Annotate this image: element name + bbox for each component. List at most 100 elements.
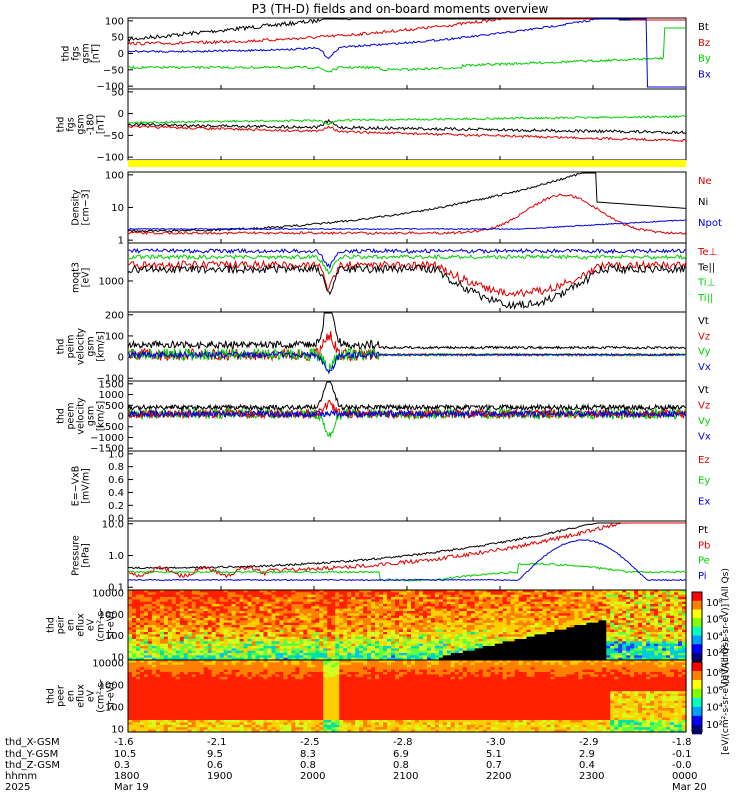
- spectrogram-cell: [279, 604, 285, 607]
- spectrogram-cell: [187, 627, 193, 631]
- spectrogram-cell: [526, 648, 532, 652]
- spectrogram-cell: [191, 639, 197, 642]
- spectrogram-cell: [606, 646, 611, 649]
- spectrogram-cell: [383, 592, 388, 596]
- spectrogram-cell: [502, 632, 508, 635]
- spectrogram-cell: [438, 604, 444, 607]
- spectrogram-cell: [534, 597, 540, 600]
- spectrogram-cell: [646, 592, 651, 596]
- spectrogram-cell: [542, 592, 548, 596]
- spectrogram-cell: [255, 634, 261, 638]
- spectrogram-cell: [518, 650, 524, 654]
- spectrogram-cell: [263, 625, 269, 628]
- spectrogram-cell: [283, 625, 289, 628]
- spectrogram-cell: [135, 667, 141, 671]
- spectrogram-cell: [678, 622, 683, 626]
- spectrogram-cell: [195, 604, 201, 607]
- spectrogram-cell: [147, 729, 153, 733]
- spectrogram-cell: [128, 655, 133, 659]
- spectrogram-cell: [251, 653, 257, 656]
- spectrogram-cell: [247, 653, 253, 656]
- spectrogram-cell: [128, 608, 133, 612]
- spectrogram-cell: [598, 599, 603, 603]
- spectrogram-cell: [319, 592, 324, 596]
- spectrogram-cell: [498, 615, 504, 619]
- spectrogram-cell: [139, 592, 145, 596]
- spectrogram-cell: [143, 664, 149, 668]
- spectrogram-cell: [283, 601, 289, 605]
- spectrogram-cell: [466, 653, 472, 656]
- spectrogram-cell: [371, 622, 376, 626]
- spectrogram-cell: [287, 601, 293, 605]
- spectrogram-cell: [510, 594, 516, 598]
- spectrogram-cell: [355, 629, 360, 633]
- spectrogram-cell: [291, 632, 296, 635]
- spectrogram-cell: [163, 664, 169, 668]
- spectrogram-cell: [586, 646, 591, 649]
- spectrogram-cell: [147, 724, 153, 728]
- spectrogram-cell: [510, 601, 516, 605]
- spectrogram-cell: [235, 648, 241, 652]
- spectrogram-cell: [574, 615, 579, 619]
- spectrogram-cell: [466, 657, 472, 661]
- spectrogram-cell: [155, 715, 161, 719]
- spectrogram-cell: [327, 648, 332, 652]
- spectrogram-cell: [642, 625, 647, 628]
- spectrogram-cell: [147, 608, 153, 612]
- spectrogram-cell: [355, 634, 360, 638]
- spectrogram-cell: [143, 592, 149, 596]
- spectrogram-cell: [558, 604, 564, 607]
- spectrogram-cell: [554, 632, 560, 635]
- spectrogram-cell: [287, 627, 293, 631]
- spectrogram-cell: [606, 650, 611, 654]
- spectrogram-cell: [638, 641, 643, 645]
- spectrogram-cell: [442, 650, 448, 654]
- y-axis-label-line: thd: [56, 408, 67, 424]
- spectrogram-cell: [426, 622, 432, 626]
- spectrogram-cell: [259, 650, 265, 654]
- spectrogram-cell: [614, 641, 619, 645]
- spectrogram-cell: [626, 648, 631, 652]
- spectrogram-cell: [375, 627, 380, 631]
- spectrogram-cell: [446, 620, 452, 624]
- y-tick-label: 100: [105, 331, 124, 342]
- spectrogram-cell: [179, 657, 185, 661]
- spectrogram-cell: [295, 622, 300, 626]
- spectrogram-cell: [403, 622, 408, 626]
- spectrogram-cell: [454, 625, 460, 628]
- y-axis-label-line: gsm: [81, 43, 92, 63]
- spectrogram-cell: [670, 625, 675, 628]
- spectrogram-cell: [662, 632, 667, 635]
- spectrogram-cell: [634, 590, 639, 593]
- spectrogram-cell: [550, 655, 556, 659]
- spectrogram-cell: [183, 632, 189, 635]
- spectrogram-cell: [410, 632, 416, 635]
- spectrogram-cell: [474, 592, 480, 596]
- spectrogram-cell: [494, 606, 500, 610]
- spectrogram-cell: [171, 724, 177, 728]
- spectrogram-cell: [183, 599, 189, 603]
- spectrogram-cell: [514, 636, 520, 640]
- spectrogram-cell: [526, 622, 532, 626]
- spectrogram-cell: [526, 641, 532, 645]
- spectrogram-cell: [514, 650, 520, 654]
- spectrogram-cell: [299, 648, 304, 652]
- spectrogram-cell: [291, 620, 296, 624]
- y-tick-label: 1000: [99, 276, 124, 287]
- spectrogram-cell: [139, 625, 145, 628]
- spectrogram-cell: [466, 650, 472, 654]
- spectrogram-cell: [582, 590, 587, 593]
- spectrogram-cell: [538, 655, 544, 659]
- spectrogram-cell: [562, 611, 568, 614]
- spectrogram-cell: [558, 611, 564, 614]
- trace-Pt: [127, 522, 686, 570]
- spectrogram-cell: [159, 636, 165, 640]
- spectrogram-cell: [199, 627, 205, 631]
- spectrogram-cell: [666, 646, 671, 649]
- spectrogram-cell: [606, 643, 611, 647]
- spectrogram-cell: [139, 594, 145, 598]
- spectrogram-cell: [315, 629, 320, 633]
- spectrogram-cell: [526, 615, 532, 619]
- spectrogram-cell: [263, 594, 269, 598]
- spectrogram-cell: [522, 608, 528, 612]
